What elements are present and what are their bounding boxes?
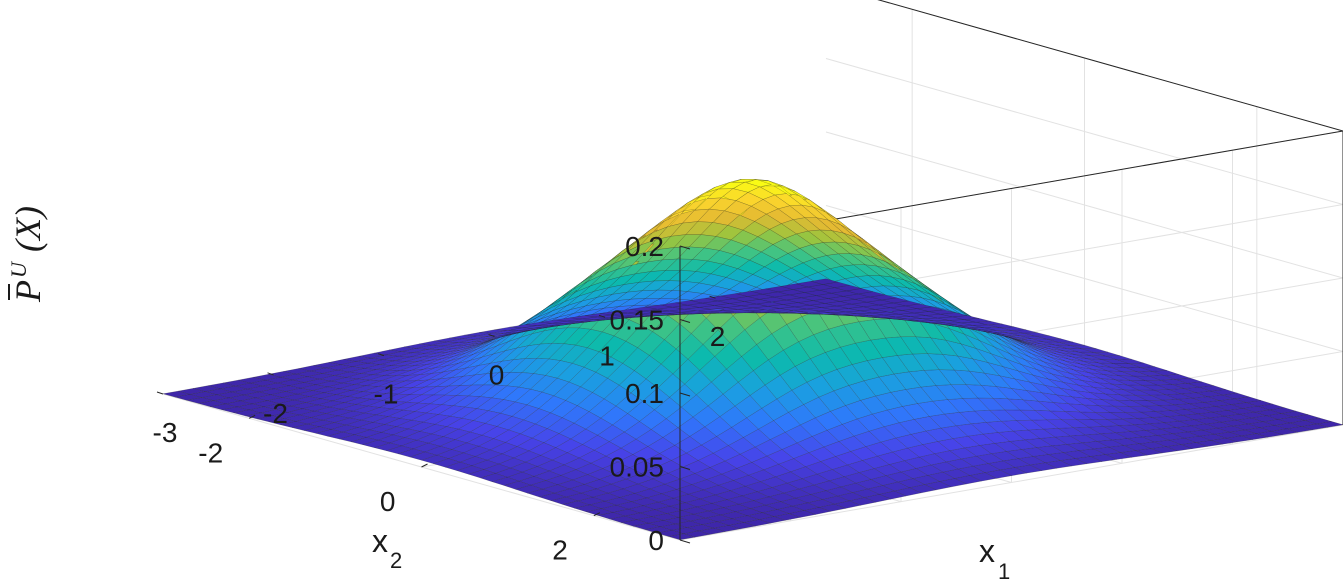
x-tick-mark [377,353,385,357]
surface-mesh [162,179,1343,540]
x-tick-mark [598,314,606,318]
z-tick-mark [679,245,691,250]
x-tick-label: -1 [374,379,399,410]
x-tick-label: 2 [710,321,726,352]
z-tick-mark [679,539,691,544]
x-tick-mark [267,372,274,376]
x-tick-mark [156,391,164,395]
x-tick-label: 1 [599,340,615,371]
axes: 0 0.05 0.1 0.15 0.2 -2 0 2 -3 -2 -1 0 1 2 [153,231,726,566]
z-tick-label: 0.2 [625,231,664,262]
box-top-edges [679,0,1343,247]
x-axis-label: x 1 [979,533,1010,584]
x-axis-label-subscript: 1 [998,559,1010,584]
x-tick-label: -2 [263,398,288,429]
z-tick-label: 0 [648,525,664,556]
y-tick-mark [593,512,601,517]
y-axis-label-subscript: 2 [390,548,402,573]
y-tick-label: 2 [552,535,568,566]
surface-cell [162,390,190,398]
z-tick-mark [679,466,691,470]
z-tick-mark [679,319,691,323]
z-axis-label-argument: (X) [8,206,48,252]
z-axis-label: P U (X) [6,206,48,303]
x-axis-label-main: x [979,533,995,569]
y-tick-mark [421,463,428,468]
y-axis-label: x 2 [372,523,402,573]
z-tick-label: 0.15 [610,305,665,336]
x-tick-mark [488,334,495,337]
z-axis-label-main: P [8,280,48,303]
z-tick-label: 0.1 [625,378,664,409]
y-tick-mark [248,414,256,419]
x-tick-label: -3 [153,417,178,448]
y-axis-label-main: x [372,523,388,559]
z-tick-label: 0.05 [610,452,665,483]
z-tick-mark [679,392,691,397]
y-tick-label: 0 [380,486,396,517]
y-tick-label: -2 [198,437,223,468]
x-tick-mark [709,295,716,299]
z-axis-label-superscript: U [6,260,31,278]
x-tick-label: 0 [489,360,505,391]
